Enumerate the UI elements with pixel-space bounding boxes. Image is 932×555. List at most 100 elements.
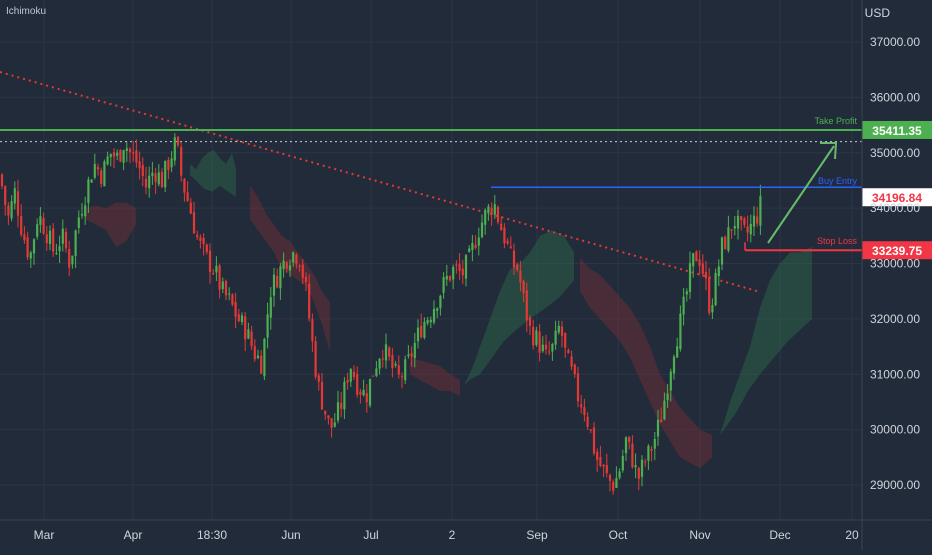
candle-body xyxy=(4,186,7,206)
candle-body xyxy=(458,264,461,272)
candle-body xyxy=(698,259,701,266)
candle-body xyxy=(39,216,42,225)
candle-body xyxy=(55,252,58,254)
candle-body xyxy=(183,178,186,193)
x-tick-label: Jul xyxy=(363,528,378,542)
candle-body xyxy=(432,308,436,323)
candle-body xyxy=(586,416,589,427)
candle-body xyxy=(237,314,240,322)
candle-body xyxy=(695,251,698,262)
candle-body xyxy=(426,319,429,324)
candle-body xyxy=(32,239,36,254)
candle-body xyxy=(455,264,458,266)
candle-body xyxy=(372,375,375,377)
candle-body xyxy=(746,226,749,233)
candle-body xyxy=(548,351,551,353)
candle-body xyxy=(420,325,423,338)
grid-lines xyxy=(0,0,862,520)
candle-body xyxy=(500,223,503,231)
candle-body xyxy=(733,225,736,229)
take-profit-tag-value: 35411.35 xyxy=(872,124,922,138)
candle-body xyxy=(122,150,125,163)
candle-body xyxy=(151,172,154,177)
candle-body xyxy=(106,156,109,165)
candle-body xyxy=(752,215,756,227)
candle-body xyxy=(692,253,695,267)
y-tick-label: 31000.00 xyxy=(870,367,920,381)
candle-body xyxy=(80,214,84,216)
candle-body xyxy=(61,228,64,244)
candle-body xyxy=(132,152,135,154)
candle-body xyxy=(682,296,685,315)
candle-body xyxy=(567,349,570,354)
candle-body xyxy=(701,263,704,274)
candle-body xyxy=(442,277,445,293)
candle-body xyxy=(292,252,295,263)
candle-body xyxy=(288,265,292,271)
candle-body xyxy=(391,355,394,369)
candle-body xyxy=(164,160,167,188)
candle-body xyxy=(493,204,496,215)
candle-body xyxy=(461,268,464,276)
projection-arrow-shaft xyxy=(767,145,835,244)
candle-body xyxy=(480,222,484,238)
candle-body xyxy=(231,294,234,305)
candle-body xyxy=(263,338,266,377)
take-profit-label: Take Profit xyxy=(814,116,857,126)
candle-body xyxy=(100,170,103,184)
y-tick-label: 34000.00 xyxy=(870,201,920,215)
candle-body xyxy=(727,227,730,251)
candle-body xyxy=(740,216,743,221)
candle-body xyxy=(157,172,160,185)
candle-body xyxy=(605,464,608,474)
candle-body xyxy=(615,478,618,489)
candle-body xyxy=(148,175,151,189)
candle-body xyxy=(340,402,343,409)
candle-body xyxy=(13,188,16,204)
indicator-label: Ichimoku xyxy=(6,6,47,17)
candle-body xyxy=(23,234,26,241)
candle-body xyxy=(356,373,359,395)
y-tick-label: 29000.00 xyxy=(870,478,920,492)
candle-body xyxy=(576,373,580,402)
trend-lines xyxy=(0,71,862,293)
candle-body xyxy=(484,209,487,225)
y-tick-label: 35000.00 xyxy=(870,146,920,160)
candle-body xyxy=(407,354,410,357)
projection-arrow-head xyxy=(820,142,838,160)
candle-body xyxy=(192,212,196,234)
candle-body xyxy=(138,161,141,169)
candle-body xyxy=(525,290,528,321)
candle-body xyxy=(112,152,116,157)
candle-body xyxy=(650,449,653,451)
candle-body xyxy=(119,150,122,162)
candle-body xyxy=(644,461,647,463)
candle-body xyxy=(583,407,586,415)
candle-body xyxy=(714,272,717,306)
x-tick-label: 20 xyxy=(845,528,859,542)
candle-body xyxy=(301,264,304,278)
candle-body xyxy=(375,368,378,376)
candle-body xyxy=(631,443,634,468)
candle-body xyxy=(0,174,4,187)
candle-body xyxy=(186,192,189,201)
ichimoku-cloud xyxy=(86,149,812,469)
candle-body xyxy=(176,136,180,146)
candle-body xyxy=(36,224,39,237)
candle-body xyxy=(410,353,413,357)
candle-body xyxy=(311,319,314,342)
x-tick-label: Oct xyxy=(609,528,628,542)
candle-body xyxy=(343,381,346,410)
candle-body xyxy=(541,344,544,352)
candle-body xyxy=(276,276,279,288)
candle-body xyxy=(496,206,500,223)
candle-body xyxy=(269,297,272,318)
candle-body xyxy=(464,255,468,279)
x-tick-label: Jun xyxy=(281,528,300,542)
candle-body xyxy=(676,346,679,358)
candle-body xyxy=(711,304,714,313)
candle-body xyxy=(244,316,247,340)
candle-body xyxy=(759,196,762,226)
